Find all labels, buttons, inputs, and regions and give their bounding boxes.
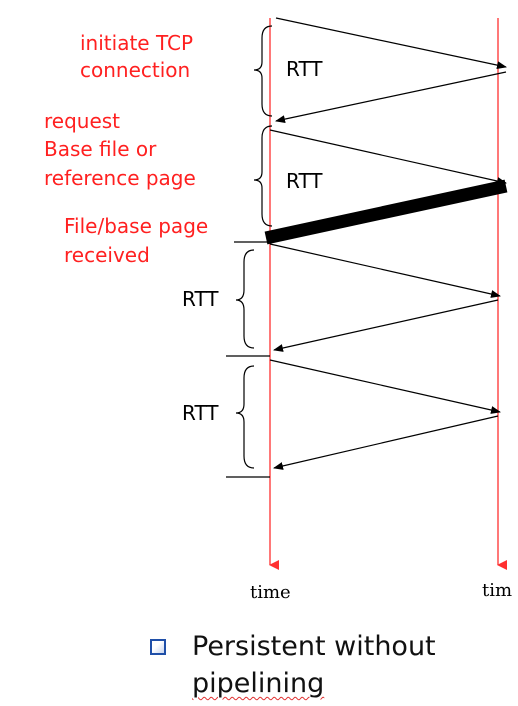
rtt1-label: RTT <box>286 57 323 81</box>
initiate-label-line1: initiate TCP <box>80 31 193 55</box>
file-transfer-bar <box>264 179 508 245</box>
object2-response-arrow <box>273 415 499 470</box>
object1-request-arrow <box>269 243 501 298</box>
received-label-line2: received <box>64 243 150 267</box>
client-time-label: time <box>250 582 291 603</box>
caption: Persistent without pipelining <box>150 628 510 702</box>
caption-line1: Persistent without <box>192 631 436 662</box>
syn-arrow <box>275 17 507 70</box>
rtt3-brace <box>235 249 255 349</box>
synack-arrow <box>275 71 507 124</box>
rtt2-label: RTT <box>286 169 323 193</box>
request-arrow <box>269 129 507 185</box>
caption-line2: pipelining <box>192 668 325 699</box>
object2-request-arrow <box>269 359 501 414</box>
request-label-line3: reference page <box>44 166 196 190</box>
server-time-label: tim <box>482 580 512 601</box>
request-label-line2: Base file or <box>44 137 157 161</box>
received-label-line1: File/base page <box>64 214 208 238</box>
rtt2-brace <box>253 125 273 227</box>
request-label-line1: request <box>44 109 120 133</box>
square-bullet-icon <box>150 639 166 655</box>
initiate-label-line2: connection <box>80 58 190 82</box>
rtt1-brace <box>253 25 273 117</box>
object1-response-arrow <box>273 299 499 352</box>
rtt4-label: RTT <box>182 401 219 425</box>
rtt3-label: RTT <box>182 287 219 311</box>
rtt4-brace <box>235 365 255 469</box>
